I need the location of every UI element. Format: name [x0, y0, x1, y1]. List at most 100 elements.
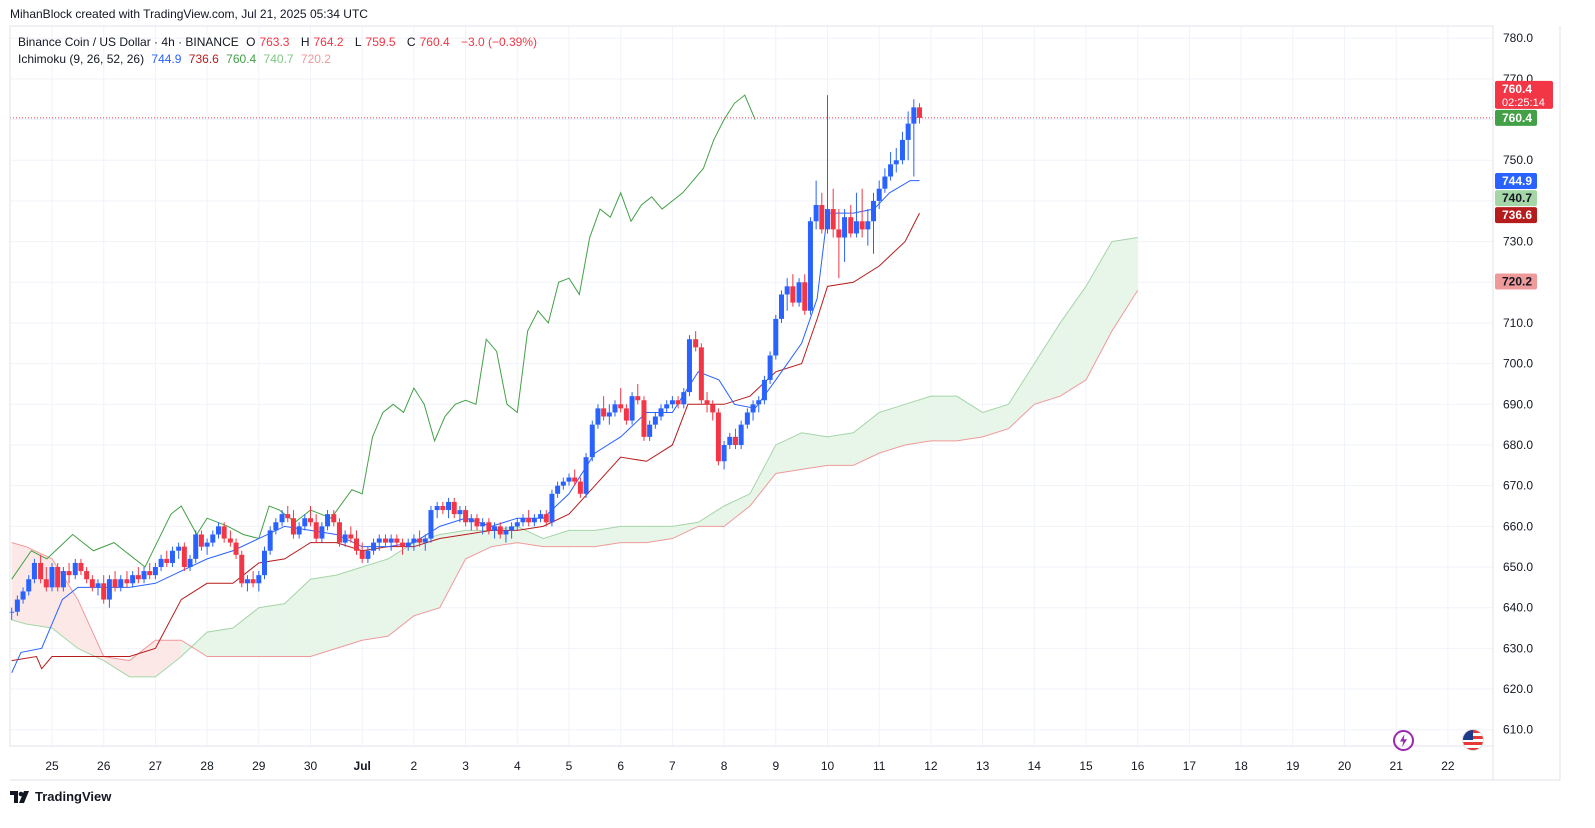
candle-body	[819, 204, 825, 230]
candle-body	[204, 542, 210, 547]
candle-body	[193, 534, 199, 559]
cloud-segment	[284, 579, 311, 657]
chart-legend: Binance Coin / US Dollar · 4h · BINANCE …	[18, 34, 541, 68]
candle-body	[78, 562, 84, 572]
candle-body	[647, 424, 653, 437]
ohlc-close: C 760.4	[406, 35, 450, 49]
candle-body	[55, 567, 61, 588]
candle-body	[9, 611, 15, 613]
price-label-text: 720.2	[1502, 274, 1532, 288]
price-label-bg	[1495, 190, 1537, 207]
candle-body	[802, 282, 808, 311]
cloud-segment	[258, 603, 285, 657]
candle-body	[112, 579, 118, 588]
x-tick-label: 2	[411, 759, 418, 773]
candle-body	[434, 506, 440, 511]
cloud-segment	[517, 526, 544, 547]
x-tick-label: 19	[1286, 759, 1300, 773]
candle-body	[164, 558, 170, 563]
candle-body	[118, 579, 124, 588]
indicator-row: Ichimoku (9, 26, 52, 26) 744.9 736.6 760…	[18, 51, 541, 68]
candle-body	[152, 567, 158, 576]
candle-body	[623, 408, 629, 421]
candle-body	[721, 444, 727, 462]
candle-body	[84, 571, 90, 580]
candle-body	[405, 542, 411, 547]
x-tick-label: 21	[1390, 759, 1404, 773]
cloud-segment	[672, 522, 699, 539]
x-tick-label: 27	[149, 759, 163, 773]
candle-body	[675, 400, 681, 405]
tradingview-logo-icon	[10, 790, 29, 803]
ich-conversion-value: 744.9	[151, 52, 182, 66]
ich-lagging-value: 760.4	[226, 52, 257, 66]
tradingview-brand[interactable]: TradingView	[10, 789, 111, 804]
x-tick-label: 6	[617, 759, 624, 773]
candle-body	[750, 404, 756, 413]
cloud-segment	[1111, 237, 1138, 332]
cloud-segment	[801, 432, 828, 470]
candle-body	[732, 436, 738, 445]
candle-body	[784, 286, 790, 295]
cloud-segment	[569, 530, 595, 547]
candle-body	[158, 558, 164, 568]
y-tick-label: 750.0	[1503, 153, 1533, 167]
cloud-segment	[439, 530, 466, 608]
candle-body	[664, 404, 670, 409]
candle-body	[813, 204, 819, 222]
candle-body	[865, 221, 871, 230]
candle-body	[273, 522, 279, 531]
candle-body	[704, 400, 710, 405]
cloud-segment	[749, 444, 776, 506]
cloud-segment	[775, 432, 802, 474]
candle-body	[38, 562, 44, 580]
cloud-segment	[181, 632, 208, 657]
candle-body	[830, 209, 836, 230]
candle-body	[20, 591, 26, 600]
x-tick-label: 13	[976, 759, 990, 773]
lightning-icon[interactable]	[1393, 730, 1414, 751]
candle-body	[842, 217, 848, 238]
candle-body	[744, 412, 750, 425]
y-tick-label: 630.0	[1503, 641, 1533, 655]
cloud-segment	[129, 640, 156, 677]
candle-body	[549, 493, 555, 523]
candle-body	[767, 355, 773, 380]
y-tick-label: 640.0	[1503, 601, 1533, 615]
candle-body	[566, 477, 572, 482]
cloud-segment	[905, 396, 931, 445]
leading-span-b-line	[11, 290, 1139, 662]
price-label-bg	[1495, 109, 1537, 126]
candle-body	[14, 599, 20, 612]
brand-name: TradingView	[35, 789, 112, 804]
candle-body	[169, 550, 175, 563]
candle-body	[244, 579, 250, 584]
cloud-segment	[103, 656, 130, 677]
candle-body	[589, 424, 595, 458]
us-flag-icon[interactable]	[1462, 729, 1484, 751]
ohlc-change: −3.0 (−0.39%)	[460, 35, 538, 49]
lagging-span-line	[11, 94, 756, 580]
x-tick-label: 18	[1234, 759, 1248, 773]
x-tick-label: 9	[772, 759, 779, 773]
candle-body	[463, 510, 469, 523]
candle-body	[198, 534, 204, 547]
x-tick-label: 5	[566, 759, 573, 773]
y-tick-label: 650.0	[1503, 560, 1533, 574]
candle-body	[336, 522, 342, 543]
candle-body	[888, 164, 894, 177]
candle-body	[738, 424, 744, 445]
candle-body	[141, 571, 147, 580]
chart-credit: MihanBlock created with TradingView.com,…	[10, 7, 368, 21]
cloud-segment	[1034, 322, 1061, 405]
candle-body	[388, 538, 394, 543]
candle-body	[727, 436, 733, 445]
candle-body	[474, 518, 480, 527]
candle-body	[227, 538, 233, 543]
y-tick-label: 620.0	[1503, 682, 1533, 696]
x-tick-label: 8	[721, 759, 728, 773]
candle-body	[394, 538, 400, 543]
candle-body	[686, 339, 692, 393]
candle-body	[124, 579, 130, 584]
